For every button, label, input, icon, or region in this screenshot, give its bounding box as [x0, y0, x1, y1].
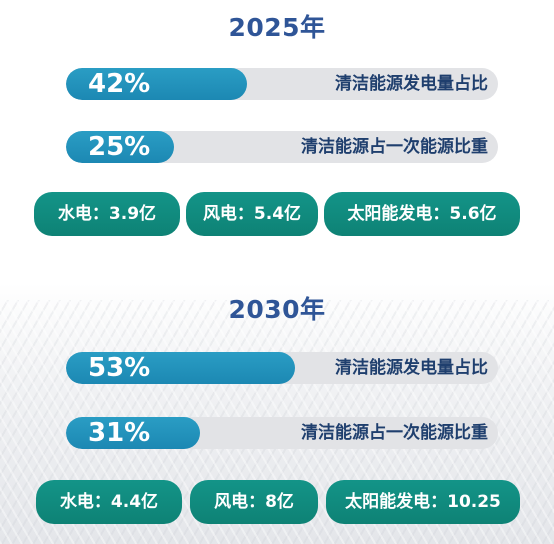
bar-percent: 53% — [88, 353, 151, 383]
progress-bar-clean-power-share: 42% 清洁能源发电量占比 — [66, 68, 498, 100]
bar-label: 清洁能源发电量占比 — [335, 74, 488, 94]
bar-label: 清洁能源占一次能源比重 — [301, 423, 488, 443]
progress-bar-clean-primary-energy: 25% 清洁能源占一次能源比重 — [66, 131, 498, 163]
year-title: 2025年 — [228, 13, 326, 42]
pill-hydro: 水电：4.4亿 — [36, 480, 182, 524]
pill-wind: 风电：5.4亿 — [186, 192, 318, 236]
bar-label: 清洁能源占一次能源比重 — [301, 137, 488, 157]
bar-fill — [66, 131, 174, 163]
progress-bar-clean-primary-energy: 31% 清洁能源占一次能源比重 — [66, 417, 498, 449]
bar-fill — [66, 68, 248, 100]
bar-percent: 31% — [88, 418, 151, 448]
bar-fill — [66, 352, 295, 384]
bar-percent: 25% — [88, 132, 151, 162]
pill-wind: 风电：8亿 — [190, 480, 318, 524]
pill-solar: 太阳能发电：5.6亿 — [324, 192, 520, 236]
pill-solar: 太阳能发电：10.25 — [326, 480, 520, 524]
pill-hydro: 水电：3.9亿 — [34, 192, 180, 236]
year-title: 2030年 — [228, 295, 326, 324]
bar-fill — [66, 417, 200, 449]
bar-percent: 42% — [88, 69, 151, 99]
bar-label: 清洁能源发电量占比 — [335, 358, 488, 378]
progress-bar-clean-power-share: 53% 清洁能源发电量占比 — [66, 352, 498, 384]
